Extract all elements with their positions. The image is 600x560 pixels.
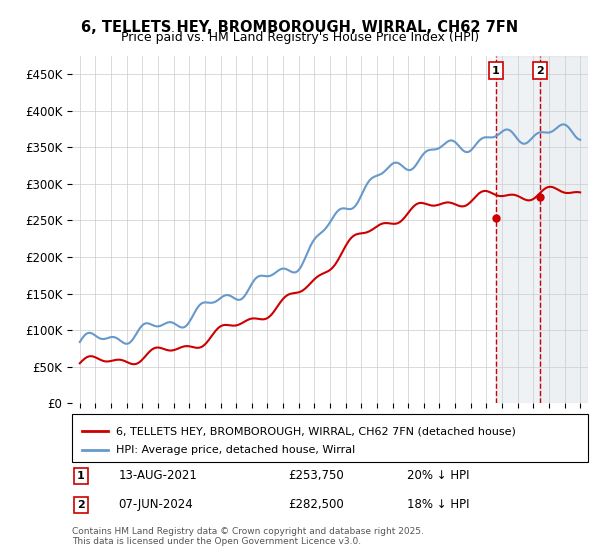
Text: 1: 1	[77, 471, 85, 481]
Text: HPI: Average price, detached house, Wirral: HPI: Average price, detached house, Wirr…	[116, 445, 355, 455]
Text: Price paid vs. HM Land Registry's House Price Index (HPI): Price paid vs. HM Land Registry's House …	[121, 31, 479, 44]
Text: 18% ↓ HPI: 18% ↓ HPI	[407, 498, 470, 511]
Text: 07-JUN-2024: 07-JUN-2024	[118, 498, 193, 511]
Text: 2: 2	[77, 500, 85, 510]
Text: Contains HM Land Registry data © Crown copyright and database right 2025.
This d: Contains HM Land Registry data © Crown c…	[72, 526, 424, 546]
Text: 6, TELLETS HEY, BROMBOROUGH, WIRRAL, CH62 7FN (detached house): 6, TELLETS HEY, BROMBOROUGH, WIRRAL, CH6…	[116, 426, 516, 436]
FancyBboxPatch shape	[72, 414, 588, 462]
Text: £282,500: £282,500	[289, 498, 344, 511]
Text: 20% ↓ HPI: 20% ↓ HPI	[407, 469, 470, 482]
Text: 1: 1	[492, 66, 500, 76]
Text: 13-AUG-2021: 13-AUG-2021	[118, 469, 197, 482]
Bar	[540, 56, 588, 403]
Text: 6, TELLETS HEY, BROMBOROUGH, WIRRAL, CH62 7FN: 6, TELLETS HEY, BROMBOROUGH, WIRRAL, CH6…	[82, 20, 518, 35]
Text: £253,750: £253,750	[289, 469, 344, 482]
Bar	[496, 56, 540, 403]
Text: 2: 2	[536, 66, 544, 76]
